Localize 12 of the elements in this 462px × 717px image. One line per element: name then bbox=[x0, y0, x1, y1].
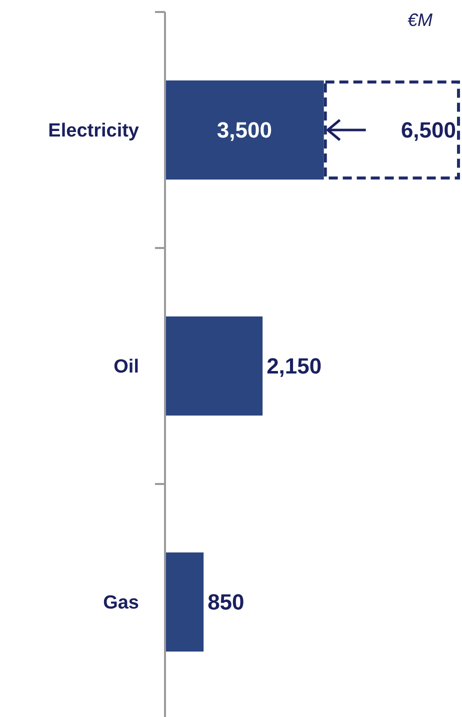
bar bbox=[165, 552, 204, 652]
data-label: 3,500 bbox=[216, 118, 272, 143]
annotation: €M bbox=[407, 10, 433, 30]
total-label: 6,500 bbox=[400, 118, 456, 143]
data-label: 2,150 bbox=[266, 354, 322, 379]
bar bbox=[165, 316, 263, 416]
y-tick-label: Oil bbox=[114, 356, 139, 378]
bar bbox=[324, 80, 460, 180]
bar bbox=[165, 80, 324, 180]
y-tick-label: Electricity bbox=[48, 120, 140, 142]
y-tick-label: Gas bbox=[103, 592, 139, 614]
data-label: 850 bbox=[208, 590, 244, 615]
